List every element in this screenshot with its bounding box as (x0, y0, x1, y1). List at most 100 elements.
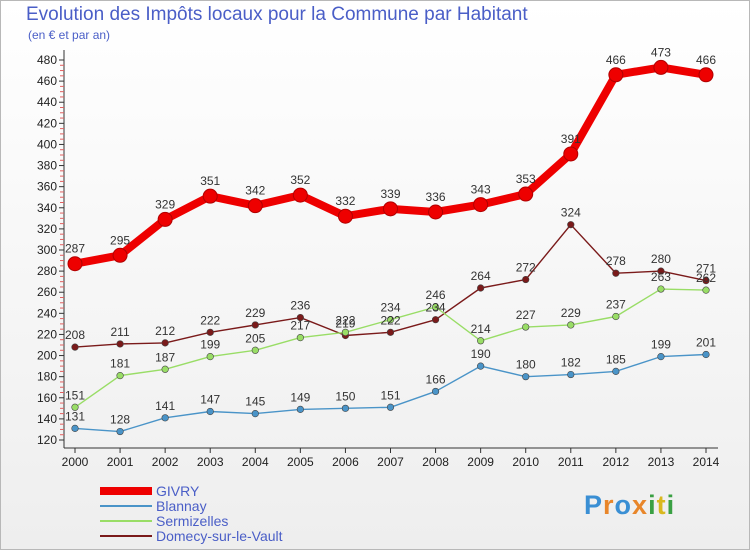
y-tick-label: 420 (37, 116, 57, 130)
proxiti-logo: Proxiti (584, 490, 675, 521)
logo-letter: P (584, 490, 604, 520)
data-label-givry: 342 (245, 184, 265, 198)
data-point-domecy-sur-le-vault (386, 328, 395, 336)
logo-letter: i (666, 490, 676, 520)
data-label-domecy-sur-le-vault: 280 (651, 252, 671, 266)
data-label-domecy-sur-le-vault: 208 (65, 328, 85, 342)
legend-swatch-givry (100, 487, 152, 495)
data-label-givry: 343 (471, 183, 491, 197)
x-tick-label: 2012 (603, 455, 630, 469)
data-point-sermizelles (702, 286, 710, 294)
data-label-blannay: 131 (65, 409, 85, 423)
data-point-blannay (612, 367, 620, 375)
data-label-givry: 352 (290, 173, 310, 187)
data-label-givry: 353 (516, 172, 536, 186)
legend-item-givry: GIVRY (100, 484, 400, 499)
y-tick-label: 160 (37, 391, 57, 405)
data-point-givry (202, 188, 218, 204)
chart-title: Evolution des Impôts locaux pour la Comm… (26, 4, 528, 25)
data-label-domecy-sur-le-vault: 272 (516, 261, 536, 275)
y-tick-label: 380 (37, 159, 57, 173)
data-point-givry (518, 186, 534, 202)
data-point-sermizelles (567, 321, 575, 329)
legend-label-sermizelles: Sermizelles (156, 513, 229, 529)
x-tick-label: 2003 (197, 455, 224, 469)
x-tick-label: 2008 (422, 455, 449, 469)
data-point-domecy-sur-le-vault (206, 328, 214, 336)
data-point-sermizelles (116, 372, 124, 380)
data-point-givry (157, 211, 173, 227)
y-tick-label: 120 (37, 433, 57, 447)
data-label-domecy-sur-le-vault: 324 (561, 206, 581, 220)
data-point-sermizelles (296, 334, 304, 342)
data-label-domecy-sur-le-vault: 219 (335, 317, 355, 331)
data-label-sermizelles: 205 (245, 331, 265, 345)
data-label-blannay: 149 (290, 390, 310, 404)
data-label-sermizelles: 263 (651, 270, 671, 284)
data-label-blannay: 201 (696, 336, 716, 350)
data-label-sermizelles: 199 (200, 338, 220, 352)
data-label-givry: 332 (335, 194, 355, 208)
data-label-givry: 339 (380, 187, 400, 201)
data-point-sermizelles (522, 323, 530, 331)
data-point-givry (428, 204, 444, 220)
data-point-domecy-sur-le-vault (251, 321, 259, 329)
data-label-givry: 287 (65, 242, 85, 256)
y-tick-label: 440 (37, 95, 57, 109)
data-label-sermizelles: 234 (380, 301, 400, 315)
y-tick-label: 180 (37, 370, 57, 384)
data-label-blannay: 166 (426, 372, 446, 386)
data-point-blannay (386, 403, 395, 411)
logo-letter: x (632, 490, 649, 520)
data-point-givry (67, 256, 83, 272)
data-point-sermizelles (251, 346, 259, 354)
x-tick-label: 2006 (332, 455, 359, 469)
data-label-sermizelles: 214 (471, 322, 491, 336)
data-label-sermizelles: 217 (290, 319, 310, 333)
data-point-domecy-sur-le-vault (657, 267, 665, 275)
data-label-blannay: 185 (606, 352, 626, 366)
y-tick-label: 480 (37, 53, 57, 67)
data-label-sermizelles: 262 (696, 271, 716, 285)
y-tick-label: 360 (37, 180, 57, 194)
series-lines (67, 59, 714, 436)
data-label-givry: 336 (426, 190, 446, 204)
data-point-domecy-sur-le-vault (477, 284, 485, 292)
data-point-blannay (431, 387, 440, 396)
logo-letter: r (603, 490, 615, 520)
data-label-domecy-sur-le-vault: 278 (606, 254, 626, 268)
data-label-givry: 295 (110, 233, 130, 247)
data-point-blannay (71, 424, 79, 432)
legend-swatch-sermizelles (100, 520, 152, 522)
legend-swatch-domecy-sur-le-vault (100, 535, 152, 537)
y-tick-label: 220 (37, 327, 57, 341)
data-label-givry: 466 (606, 53, 626, 67)
data-label-blannay: 199 (651, 338, 671, 352)
data-label-givry: 473 (651, 45, 671, 59)
data-point-domecy-sur-le-vault (71, 343, 79, 351)
data-point-sermizelles (431, 303, 440, 311)
data-point-givry (337, 208, 353, 224)
legend: GIVRY Blannay Sermizelles Domecy-sur-le-Vau… (100, 484, 400, 544)
data-point-domecy-sur-le-vault (702, 277, 710, 285)
data-label-sermizelles: 237 (606, 298, 626, 312)
data-label-sermizelles: 187 (155, 350, 175, 364)
data-label-domecy-sur-le-vault: 234 (426, 301, 446, 315)
data-label-blannay: 145 (245, 395, 265, 409)
data-label-givry: 466 (696, 53, 716, 67)
logo-letter: o (614, 490, 633, 520)
legend-label-givry: GIVRY (156, 483, 200, 499)
data-point-sermizelles (657, 285, 665, 293)
data-label-domecy-sur-le-vault: 236 (290, 299, 310, 313)
data-point-blannay (161, 414, 169, 422)
x-tick-label: 2014 (693, 455, 720, 469)
data-point-blannay (702, 350, 710, 359)
data-point-domecy-sur-le-vault (116, 340, 124, 348)
data-point-blannay (522, 373, 530, 381)
data-point-givry (698, 67, 714, 83)
y-tick-label: 460 (37, 74, 57, 88)
data-point-givry (608, 67, 624, 83)
data-label-blannay: 180 (516, 358, 536, 372)
